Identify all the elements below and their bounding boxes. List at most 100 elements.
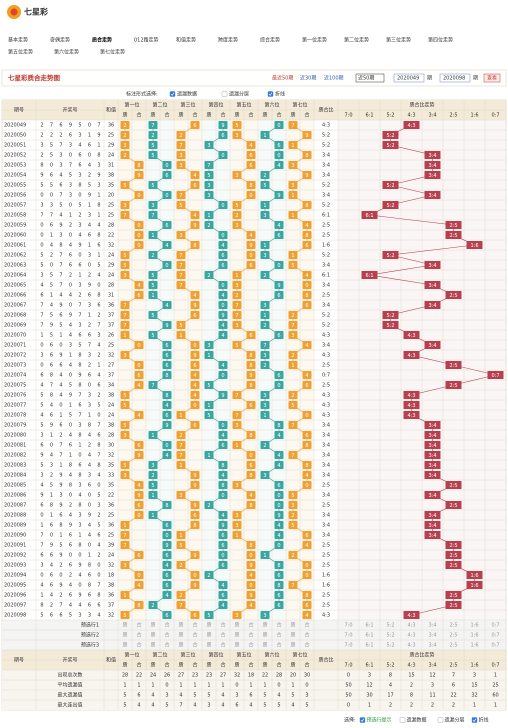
footer-checkbox[interactable] <box>471 717 478 723</box>
view-button[interactable] <box>483 73 501 83</box>
preset-cell[interactable]: 合 <box>304 642 309 649</box>
preset-cell[interactable]: 合 <box>304 632 309 639</box>
preset-ratio[interactable]: 2:5 <box>449 623 457 629</box>
preset-cell[interactable]: 合 <box>136 642 141 649</box>
preset-cell[interactable]: 合 <box>164 622 169 629</box>
period-select[interactable] <box>355 73 385 83</box>
preset-cell[interactable]: 合 <box>136 632 141 639</box>
view-button-text[interactable]: 查看 <box>487 75 497 82</box>
preset-ratio[interactable]: 6:1 <box>365 623 373 629</box>
preset-cell[interactable]: 质 <box>262 632 267 639</box>
preset-cell[interactable]: 质 <box>178 642 183 649</box>
preset-cell[interactable]: 质 <box>122 632 127 639</box>
preset-ratio[interactable]: 4:3 <box>407 633 415 639</box>
preset-cell[interactable]: 合 <box>248 622 253 629</box>
preset-cell[interactable]: 合 <box>248 632 253 639</box>
preset-ratio[interactable]: 2:5 <box>449 643 457 649</box>
preset-ratio[interactable]: 3:4 <box>428 623 436 629</box>
preset-cell[interactable]: 合 <box>164 632 169 639</box>
footer-option[interactable]: 折线 <box>479 717 489 724</box>
preset-cell[interactable]: 质 <box>206 642 211 649</box>
nav-link[interactable]: 第三位走势 <box>386 37 411 44</box>
preset-ratio[interactable]: 2:5 <box>449 633 457 639</box>
preset-cell[interactable]: 合 <box>276 632 281 639</box>
nav-link[interactable]: 第四位走势 <box>428 37 453 44</box>
preset-cell[interactable]: 合 <box>220 642 225 649</box>
preset-cell[interactable]: 质 <box>150 632 155 639</box>
preset-cell[interactable]: 合 <box>164 642 169 649</box>
preset-ratio[interactable]: 1:6 <box>470 643 478 649</box>
option-label[interactable]: 折线 <box>275 91 285 98</box>
preset-ratio[interactable]: 1:6 <box>470 623 478 629</box>
preset-ratio[interactable]: 6:1 <box>365 633 373 639</box>
preset-cell[interactable]: 质 <box>290 642 295 649</box>
period-link[interactable]: 近30期 <box>300 75 316 82</box>
preset-ratio[interactable]: 3:4 <box>428 633 436 639</box>
preset-cell[interactable]: 质 <box>150 622 155 629</box>
preset-ratio[interactable]: 5:2 <box>386 633 394 639</box>
preset-cell[interactable]: 质 <box>234 642 239 649</box>
nav-link[interactable]: 012路走势 <box>134 37 159 44</box>
footer-option[interactable]: 预选行提示 <box>367 717 392 724</box>
from-input[interactable] <box>393 73 425 83</box>
preset-cell[interactable]: 质 <box>290 622 295 629</box>
preset-cell[interactable]: 质 <box>290 632 295 639</box>
preset-cell[interactable]: 合 <box>248 642 253 649</box>
nav-link[interactable]: 质合走势 <box>92 37 112 44</box>
preset-cell[interactable]: 质 <box>178 622 183 629</box>
option-checkbox[interactable] <box>169 91 176 97</box>
preset-cell[interactable]: 合 <box>192 642 197 649</box>
option-label[interactable]: 遗漏分层 <box>229 91 249 98</box>
preset-ratio[interactable]: 0:7 <box>491 623 499 629</box>
nav-link[interactable]: 奇偶走势 <box>50 37 70 44</box>
nav-link[interactable]: 综合走势 <box>260 37 280 44</box>
preset-cell[interactable]: 质 <box>262 622 267 629</box>
preset-cell[interactable]: 合 <box>192 632 197 639</box>
nav-link[interactable]: 第七位走势 <box>100 49 125 56</box>
preset-ratio[interactable]: 5:2 <box>386 623 394 629</box>
nav-link[interactable]: 跨度走势 <box>218 37 238 44</box>
preset-ratio[interactable]: 1:6 <box>470 633 478 639</box>
footer-option[interactable]: 遗漏数据 <box>407 717 427 724</box>
preset-cell[interactable]: 质 <box>234 632 239 639</box>
preset-cell[interactable]: 质 <box>262 642 267 649</box>
option-checkbox[interactable] <box>221 91 228 97</box>
to-input[interactable] <box>439 73 471 83</box>
nav-link[interactable]: 第五位走势 <box>8 49 33 56</box>
nav-link[interactable]: 第二位走势 <box>344 37 369 44</box>
preset-cell[interactable]: 质 <box>150 642 155 649</box>
preset-cell[interactable]: 合 <box>304 622 309 629</box>
option-label[interactable]: 遗漏数据 <box>177 91 197 98</box>
preset-cell[interactable]: 质 <box>122 622 127 629</box>
footer-checkbox[interactable] <box>399 717 406 723</box>
preset-cell[interactable]: 合 <box>136 622 141 629</box>
preset-cell[interactable]: 合 <box>220 622 225 629</box>
preset-ratio[interactable]: 7:0 <box>344 623 352 629</box>
period-link[interactable]: 最近50期 <box>272 75 293 82</box>
preset-cell[interactable]: 质 <box>206 632 211 639</box>
option-checkbox[interactable] <box>267 91 274 97</box>
nav-link[interactable]: 第一位走势 <box>302 37 327 44</box>
preset-ratio[interactable]: 4:3 <box>407 623 415 629</box>
nav-link[interactable]: 基本走势 <box>8 37 28 44</box>
footer-checkbox[interactable] <box>359 717 366 723</box>
preset-ratio[interactable]: 3:4 <box>428 643 436 649</box>
preset-ratio[interactable]: 5:2 <box>386 643 394 649</box>
preset-ratio[interactable]: 7:0 <box>344 633 352 639</box>
preset-cell[interactable]: 质 <box>234 622 239 629</box>
preset-ratio[interactable]: 0:7 <box>491 633 499 639</box>
footer-checkbox[interactable] <box>437 717 444 723</box>
preset-cell[interactable]: 合 <box>276 642 281 649</box>
preset-cell[interactable]: 合 <box>192 622 197 629</box>
preset-ratio[interactable]: 4:3 <box>407 643 415 649</box>
nav-link[interactable]: 和值走势 <box>176 37 196 44</box>
preset-cell[interactable]: 质 <box>206 622 211 629</box>
preset-ratio[interactable]: 6:1 <box>365 643 373 649</box>
preset-cell[interactable]: 质 <box>122 642 127 649</box>
nav-link[interactable]: 第六位走势 <box>54 49 79 56</box>
preset-cell[interactable]: 合 <box>276 622 281 629</box>
period-link[interactable]: 近100期 <box>324 75 344 82</box>
preset-ratio[interactable]: 7:0 <box>344 643 352 649</box>
footer-option[interactable]: 遗漏分层 <box>445 717 465 724</box>
preset-ratio[interactable]: 0:7 <box>491 643 499 649</box>
